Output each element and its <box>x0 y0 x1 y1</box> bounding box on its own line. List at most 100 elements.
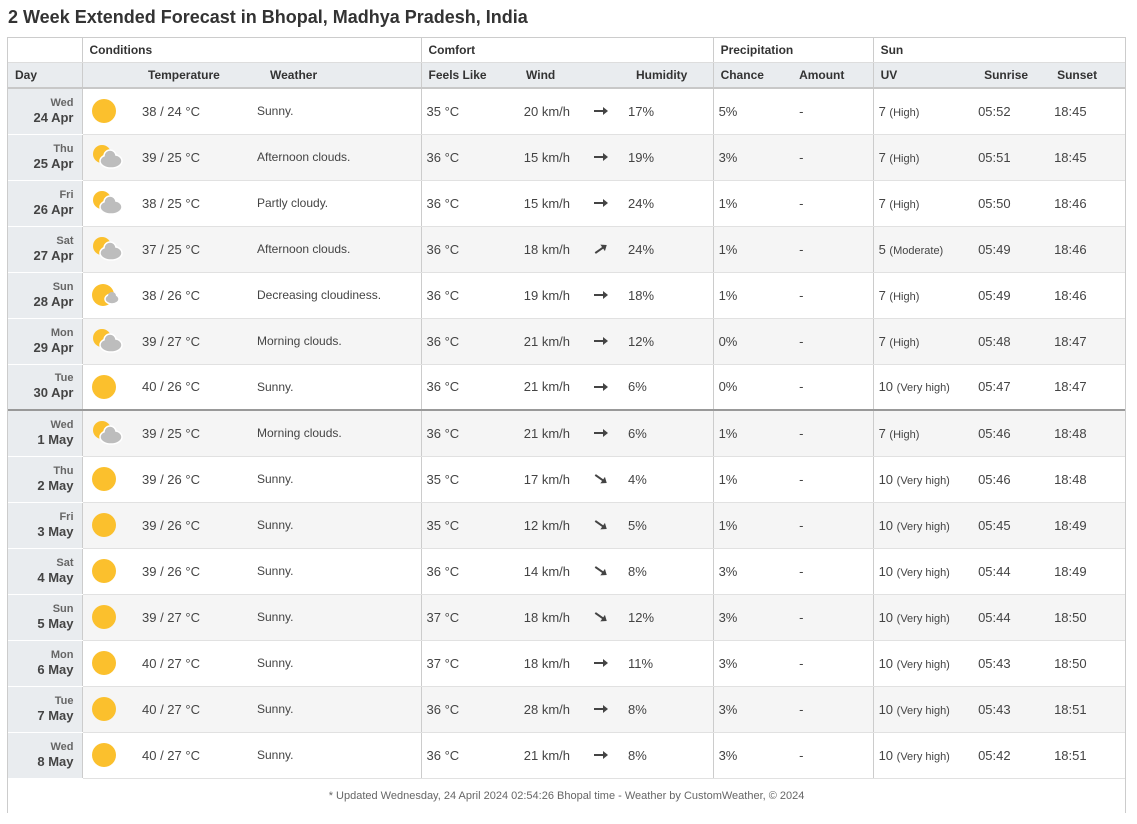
wind-direction-arrow-icon <box>590 560 612 582</box>
amount-cell: - <box>791 640 874 687</box>
sunset-cell: 18:50 <box>1051 594 1126 641</box>
uv-description: (High) <box>889 336 920 349</box>
wind-cell: 15 km/h <box>518 180 579 227</box>
uv-description: (Very high) <box>896 566 950 579</box>
uv-description: (High) <box>889 198 920 211</box>
humidity-cell: 11% <box>624 640 714 687</box>
humidity-cell: 19% <box>624 134 714 181</box>
col-day: Day <box>8 62 82 89</box>
day-date: 8 May <box>37 753 74 769</box>
sun-small-cloud-icon <box>91 282 135 308</box>
wind-direction-arrow-icon <box>593 195 609 211</box>
forecast-row: Tue 30 Apr 40 / 26 °C Sunny. 36 °C 21 km/h 6% 0… <box>8 364 1126 411</box>
wind-direction-arrow-icon <box>593 287 609 303</box>
sunrise-cell: 05:50 <box>972 180 1052 227</box>
sunset-cell: 18:51 <box>1051 686 1126 733</box>
amount-cell: - <box>791 502 874 549</box>
feels-like-cell: 36 °C <box>420 548 519 595</box>
amount-cell: - <box>791 318 874 365</box>
day-date: 2 May <box>37 477 74 493</box>
sunset-cell: 18:49 <box>1051 548 1126 595</box>
weather-cell: Sunny. <box>253 686 422 733</box>
humidity-cell: 12% <box>624 318 714 365</box>
day-of-week: Fri <box>59 510 74 523</box>
weather-cell: Morning clouds. <box>253 318 422 365</box>
day-date: 30 Apr <box>33 385 74 401</box>
sunrise-cell: 05:47 <box>972 364 1052 411</box>
temperature-cell: 40 / 27 °C <box>134 686 253 733</box>
sunrise-cell: 05:49 <box>972 226 1052 273</box>
group-conditions: Conditions <box>81 38 422 63</box>
uv-index: 10 <box>878 609 894 625</box>
humidity-cell: 8% <box>624 686 714 733</box>
feels-like-cell: 36 °C <box>420 180 519 227</box>
col-temperature: Temperature <box>134 62 253 89</box>
day-cell: Tue 30 Apr <box>8 364 82 411</box>
chance-cell: 3% <box>712 640 792 687</box>
col-sunrise: Sunrise <box>972 62 1052 89</box>
sun-icon <box>91 98 135 124</box>
humidity-cell: 12% <box>624 594 714 641</box>
forecast-row: Mon 29 Apr 39 / 27 °C Morning clouds. 36 °C 2… <box>8 318 1126 365</box>
amount-cell: - <box>791 226 874 273</box>
sunrise-cell: 05:49 <box>972 272 1052 319</box>
feels-like-cell: 36 °C <box>420 134 519 181</box>
amount-cell: - <box>791 686 874 733</box>
day-cell: Thu 2 May <box>8 456 82 503</box>
day-date: 24 Apr <box>33 109 74 125</box>
col-feels-like: Feels Like <box>420 62 519 89</box>
uv-index: 10 <box>878 379 894 395</box>
temperature-cell: 40 / 27 °C <box>134 732 253 779</box>
day-cell: Thu 25 Apr <box>8 134 82 181</box>
feels-like-cell: 35 °C <box>420 88 519 135</box>
temperature-cell: 39 / 25 °C <box>134 409 253 457</box>
sunset-cell: 18:48 <box>1051 456 1126 503</box>
weather-cell: Sunny. <box>253 88 422 135</box>
uv-cell: 7 (High) <box>872 134 973 181</box>
weather-cell: Sunny. <box>253 640 422 687</box>
uv-index: 10 <box>878 517 894 533</box>
day-cell: Fri 26 Apr <box>8 180 82 227</box>
amount-cell: - <box>791 364 874 411</box>
sunset-cell: 18:51 <box>1051 732 1126 779</box>
day-of-week: Sat <box>56 556 74 569</box>
sunset-cell: 18:48 <box>1051 409 1126 457</box>
wind-cell: 12 km/h <box>518 502 579 549</box>
temperature-cell: 40 / 26 °C <box>134 364 253 411</box>
day-of-week: Tue <box>54 372 74 385</box>
forecast-rows: Wed 24 Apr 38 / 24 °C Sunny. 35 °C 20 km/h 17%… <box>8 88 1126 779</box>
wind-direction-arrow-icon <box>590 468 612 490</box>
wind-cell: 28 km/h <box>518 686 579 733</box>
uv-description: (Very high) <box>896 474 950 487</box>
page-title: 2 Week Extended Forecast in Bhopal, Madh… <box>8 7 528 27</box>
temperature-cell: 40 / 27 °C <box>134 640 253 687</box>
uv-index: 10 <box>878 747 894 763</box>
sunrise-cell: 05:42 <box>972 732 1052 779</box>
forecast-row: Tue 7 May 40 / 27 °C Sunny. 36 °C 28 km/h 8% 3%… <box>8 686 1126 733</box>
uv-description: (High) <box>889 106 920 119</box>
amount-cell: - <box>791 732 874 779</box>
humidity-cell: 6% <box>624 409 714 457</box>
uv-index: 7 <box>878 195 886 211</box>
day-of-week: Mon <box>50 326 74 339</box>
uv-description: (High) <box>889 290 920 303</box>
sun-icon <box>91 558 135 584</box>
uv-description: (Very high) <box>896 704 950 717</box>
temperature-cell: 38 / 25 °C <box>134 180 253 227</box>
humidity-cell: 4% <box>624 456 714 503</box>
forecast-table-container: Conditions Comfort Precipitation Sun Day… <box>7 37 1126 814</box>
feels-like-cell: 35 °C <box>420 502 519 549</box>
feels-like-cell: 36 °C <box>420 272 519 319</box>
wind-cell: 18 km/h <box>518 640 579 687</box>
col-icon <box>81 62 134 89</box>
temperature-cell: 38 / 24 °C <box>134 88 253 135</box>
amount-cell: - <box>791 272 874 319</box>
day-of-week: Wed <box>50 740 74 753</box>
amount-cell: - <box>791 180 874 227</box>
forecast-row: Wed 24 Apr 38 / 24 °C Sunny. 35 °C 20 km/h 17%… <box>8 88 1126 135</box>
weather-cell: Decreasing cloudiness. <box>253 272 422 319</box>
day-cell: Mon 29 Apr <box>8 318 82 365</box>
chance-cell: 1% <box>712 502 792 549</box>
forecast-row: Sat 4 May 39 / 26 °C Sunny. 36 °C 14 km/h 8% 3%… <box>8 548 1126 595</box>
footer-note: * Updated Wednesday, 24 April 2024 02:54… <box>8 778 1126 814</box>
